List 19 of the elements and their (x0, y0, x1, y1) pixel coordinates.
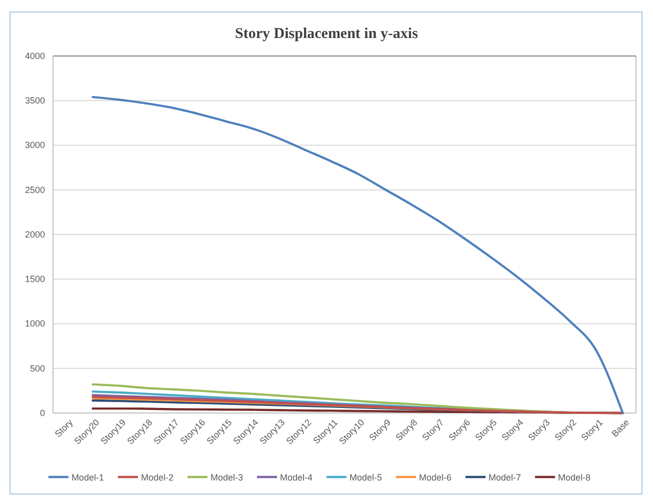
legend-label: Model-3 (210, 472, 243, 482)
legend-label: Model-6 (419, 472, 452, 482)
y-tick-label: 1500 (24, 274, 45, 284)
chart-title: Story Displacement in y-axis (235, 26, 418, 42)
legend-label: Model-4 (280, 472, 312, 482)
legend-label: Model-2 (140, 472, 174, 482)
line-series (92, 96, 624, 414)
y-tick-label: 1000 (24, 318, 45, 329)
y-tick-label: 4000 (24, 50, 45, 61)
legend-label: Model-1 (71, 472, 104, 482)
legend-label: Model-8 (558, 472, 591, 482)
legend-label: Model-7 (488, 472, 522, 482)
legend-label: Model-5 (350, 472, 382, 482)
y-tick-label: 2000 (24, 229, 45, 240)
y-tick-label: 3500 (24, 96, 45, 106)
y-tick-label: 2500 (24, 184, 45, 195)
y-tick-label: 500 (30, 363, 45, 374)
y-tick-label: 0 (40, 408, 45, 418)
y-tick-label: 3000 (24, 140, 45, 150)
